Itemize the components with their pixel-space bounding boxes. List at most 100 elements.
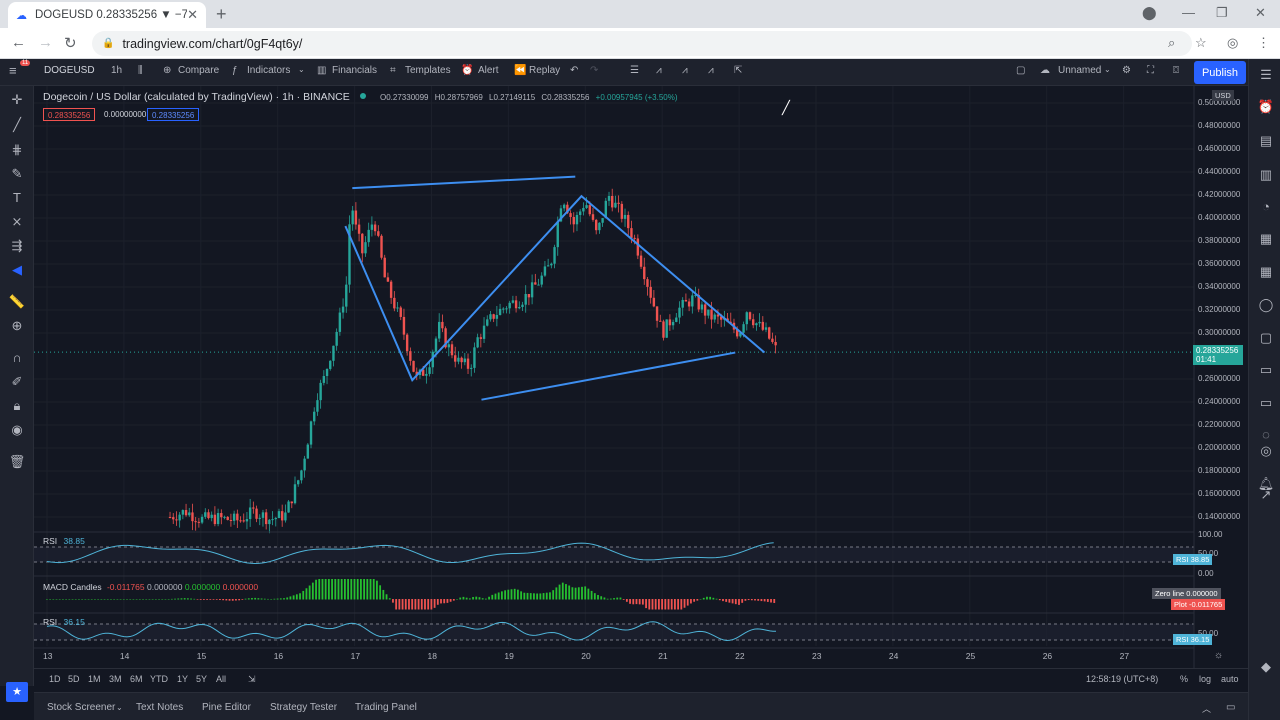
range-all[interactable]: All [216,674,227,684]
candles-style-icon[interactable]: ⫼ [138,65,143,76]
calendar-clock-icon[interactable]: ◔ [1262,199,1270,214]
streams-icon[interactable]: ▢ [1259,330,1273,345]
layout-square-icon[interactable]: ▢ [1016,65,1026,76]
range-5y[interactable]: 5Y [196,674,208,684]
financials-button[interactable]: Financials [332,65,378,76]
minimize-icon[interactable]: — [1182,5,1195,20]
macd-legend[interactable]: MACD Candles -0.011765 0.000000 0.000000… [43,582,258,592]
rsi2-legend[interactable]: RSI 36.15 [43,617,85,627]
layout-name[interactable]: Unnamed [1058,65,1102,76]
replay-icon[interactable]: ⏪ [514,65,527,76]
alert-button[interactable]: Alert [478,65,499,76]
broadcast-icon[interactable]: ◎ [1260,443,1272,458]
text-tool-icon[interactable]: T [13,190,21,205]
auto-toggle[interactable]: auto [1221,674,1239,684]
indicators-button[interactable]: Indicators [247,65,291,76]
indicators-dropdown-icon[interactable]: ⌄ [298,65,305,74]
tab-pine-editor[interactable]: Pine Editor [202,702,251,713]
tab-strategy-tester[interactable]: Strategy Tester [270,702,338,713]
profile-dropdown-icon[interactable]: ⬤ [1142,5,1157,20]
range-ytd[interactable]: YTD [150,674,168,684]
replay-button[interactable]: Replay [529,65,561,76]
range-6m[interactable]: 6M [130,674,143,684]
compare-button[interactable]: Compare [178,65,220,76]
lock-drawings-icon[interactable]: 🔒︎ [13,398,21,413]
tab-trading-panel[interactable]: Trading Panel [355,702,417,713]
ideas-bulb-icon[interactable]: ◯ [1258,297,1274,312]
back-icon[interactable]: ← [11,34,26,51]
financials-icon[interactable]: ▥ [317,65,327,76]
arrow-left-icon[interactable]: ◀ [12,262,22,277]
alerts-clock-icon[interactable]: ⏰ [1257,99,1275,114]
crosshair-icon[interactable]: ✛ [11,92,23,107]
browser-tab[interactable]: ☁ DOGEUSD 0.28335256 ▼ −7.45% U ✕ [8,2,206,28]
brush-tool-icon[interactable]: ✎ [11,166,23,181]
log-toggle[interactable]: log [1199,674,1212,684]
chats-icon[interactable]: ▭ [1259,362,1273,377]
bookmark-star-icon[interactable]: ☆ [1195,35,1207,50]
templates-icon[interactable]: ⌗ [390,65,396,76]
zoom-search-icon[interactable]: ⌕ [1168,35,1176,50]
extension-icon[interactable]: ◎ [1227,35,1239,50]
interval-button[interactable]: 1h [111,65,123,76]
chart-legend-title[interactable]: Dogecoin / US Dollar (calculated by Trad… [43,91,350,103]
layers-icon[interactable]: ◆ [1261,659,1271,674]
chart-canvas[interactable] [34,86,1248,668]
rsi-legend[interactable]: RSI 38.85 [43,536,85,546]
goto-date-icon[interactable]: ⇲ [248,674,256,684]
range-1d[interactable]: 1D [49,674,61,684]
snapshot-camera-icon[interactable]: ⌼ [1173,65,1179,76]
redo-icon[interactable]: ↷ [590,65,599,76]
wxy-pattern-icon[interactable]: ⩘ [708,65,714,76]
axis-settings-icon[interactable]: ☼ [1214,650,1224,661]
prediction-tool-icon[interactable]: ⇶ [11,238,23,253]
collapse-panel-icon[interactable]: ︿ [1202,704,1212,714]
trend-arrow-icon[interactable]: ↗ [1260,487,1272,502]
templates-button[interactable]: Templates [405,65,451,76]
buy-price-box[interactable]: 0.28335256 [147,108,200,121]
cloud-icon[interactable]: ☁ [1040,65,1050,76]
private-chats-icon[interactable]: ▭ [1259,395,1273,410]
currency-label[interactable]: USD [1212,90,1234,101]
compare-icon[interactable]: ⊕ [163,65,172,76]
magnet-icon[interactable]: ∩ [12,350,22,365]
tab-text-notes[interactable]: Text Notes [136,702,184,713]
settings-gear-icon[interactable]: ⚙ [1122,65,1131,76]
menu-kebab-icon[interactable]: ⋮ [1257,35,1270,50]
data-window-icon[interactable]: ▤ [1259,133,1273,148]
publish-button[interactable]: Publish [1194,61,1246,84]
pattern-tool-icon[interactable]: ⨯ [11,214,23,229]
window-close-icon[interactable]: ✕ [1255,5,1266,20]
url-field[interactable]: 🔒 tradingview.com/chart/0gF4qt6y/ [92,31,1192,56]
xabcd-pattern-icon[interactable]: ⩘ [682,65,688,76]
undo-icon[interactable]: ↶ [570,65,579,76]
favorites-star-icon[interactable]: ★ [6,682,28,702]
percent-toggle[interactable]: % [1180,674,1189,684]
alert-icon[interactable]: ⏰ [461,65,474,76]
reload-icon[interactable]: ↻ [64,35,77,52]
tab-stock-screener[interactable]: Stock Screener [47,702,116,713]
cursor-pin-icon[interactable]: ⇱ [734,65,743,76]
indicators-icon[interactable]: ƒ [232,65,238,76]
watchlist-icon[interactable]: ☰ [1260,67,1272,82]
hide-drawings-eye-icon[interactable]: ◉ [11,422,23,437]
trash-icon[interactable]: 🗑︎ [8,454,26,469]
lightbulb-icon[interactable]: ◌ [1262,427,1270,442]
symbol-search[interactable]: DOGEUSD [44,65,95,76]
hotlists-icon[interactable]: ▥ [1259,167,1273,182]
maximize-panel-icon[interactable]: ▭ [1226,702,1236,713]
layout-dropdown-icon[interactable]: ⌄ [1104,65,1111,74]
pattern-tool-icon[interactable]: ☰ [630,65,639,76]
forward-icon[interactable]: → [38,34,53,51]
news-icon[interactable]: ▦ [1259,231,1273,246]
sell-price-box[interactable]: 0.28335256 [43,108,96,121]
range-1y[interactable]: 1Y [177,674,189,684]
abcd-pattern-icon[interactable]: ⩘ [656,65,662,76]
close-tab-icon[interactable]: ✕ [187,7,198,22]
notifications-bell-icon[interactable]: 🔔︎ [1257,476,1275,491]
trendline-tool-icon[interactable]: ╱ [13,117,21,132]
range-1m[interactable]: 1M [88,674,101,684]
clock-time[interactable]: 12:58:19 (UTC+8) [1086,674,1159,684]
menu-icon[interactable]: ≡ [9,63,17,78]
stock-screener-dropdown-icon[interactable]: ⌄ [116,703,123,712]
